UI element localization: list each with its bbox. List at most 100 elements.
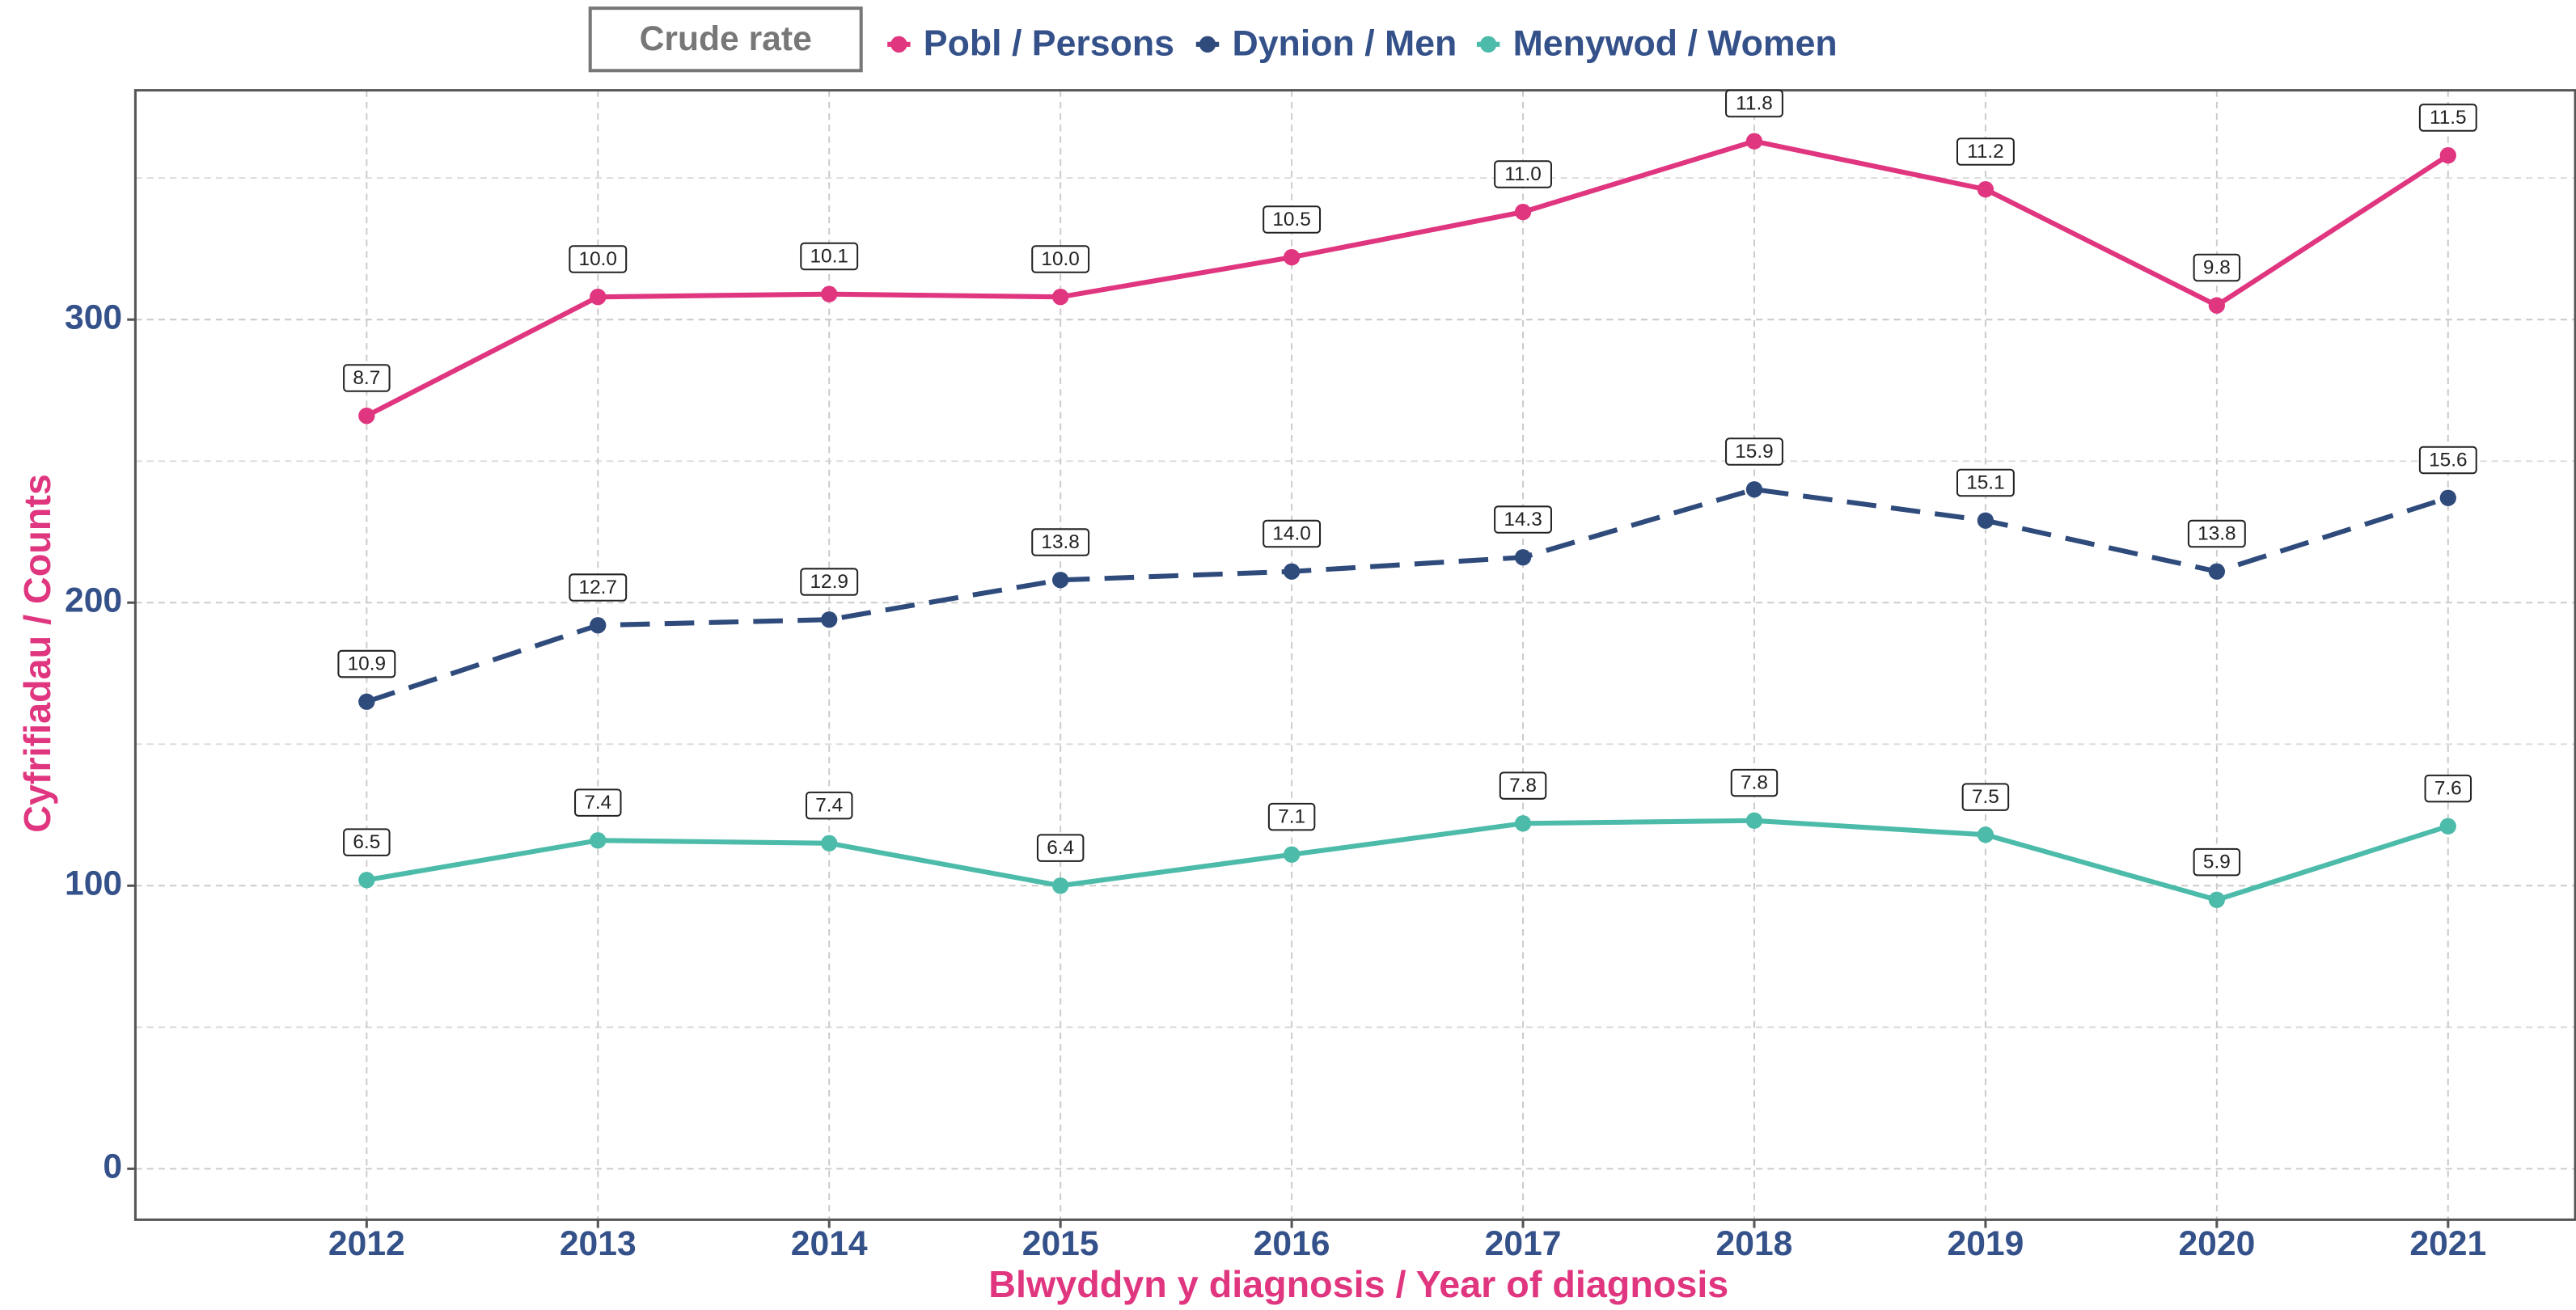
data-label-box <box>343 828 391 856</box>
data-label: 10.9 <box>348 653 386 675</box>
data-label: 10.1 <box>810 245 848 267</box>
data-label: 13.8 <box>2197 522 2235 544</box>
legend-label: Pobl / Persons <box>924 24 1174 64</box>
data-label: 7.8 <box>1509 775 1537 797</box>
legend-label: Menywod / Women <box>1513 24 1838 64</box>
x-tick-label: 2015 <box>1022 1224 1099 1263</box>
x-tick-label: 2014 <box>791 1224 868 1263</box>
x-tick-label: 2020 <box>2178 1224 2255 1263</box>
x-axis-title: Blwyddyn y diagnosis / Year of diagnosis <box>988 1263 1728 1305</box>
data-label-box <box>805 791 853 820</box>
data-label-box <box>1494 160 1552 188</box>
data-label: 7.8 <box>1741 772 1768 794</box>
legend-marker <box>1199 36 1216 53</box>
data-label-box <box>1499 771 1547 800</box>
point <box>821 285 838 302</box>
plot-border <box>133 89 2576 1221</box>
point <box>358 693 375 710</box>
legend-marker <box>890 36 907 53</box>
y-tick-label: 200 <box>65 581 122 620</box>
data-label-box <box>1036 834 1085 862</box>
point <box>1745 812 1763 829</box>
data-label: 8.7 <box>353 367 380 389</box>
x-tick-label: 2018 <box>1716 1224 1793 1263</box>
point <box>590 832 607 849</box>
point <box>1052 289 1069 306</box>
point <box>358 872 375 889</box>
data-label: 12.7 <box>579 577 617 598</box>
point <box>2439 818 2456 835</box>
data-label: 14.0 <box>1272 522 1310 544</box>
data-label-box <box>1494 505 1552 534</box>
data-label-box <box>2418 104 2477 132</box>
point <box>2208 891 2226 908</box>
series-line <box>366 818 2449 902</box>
data-label-box <box>1031 528 1090 556</box>
data-label-box <box>2193 847 2241 877</box>
x-tick-label: 2012 <box>328 1224 405 1263</box>
data-label-box <box>1263 205 1322 234</box>
point <box>2208 297 2226 314</box>
data-label: 15.9 <box>1735 441 1773 463</box>
data-label-box <box>2193 253 2241 282</box>
data-label: 5.9 <box>2203 852 2231 873</box>
point <box>590 289 607 306</box>
point <box>2208 563 2226 580</box>
data-label: 10.0 <box>579 248 617 270</box>
data-label: 15.1 <box>1966 471 2004 493</box>
data-label: 11.5 <box>2430 107 2467 129</box>
point <box>1283 249 1301 266</box>
data-label-box <box>2424 774 2472 803</box>
data-label: 7.1 <box>1278 806 1305 828</box>
data-label-box <box>1961 783 2010 811</box>
point <box>1052 572 1069 589</box>
point <box>1514 204 1532 221</box>
data-label: 11.2 <box>1967 141 2004 163</box>
data-label: 6.4 <box>1047 837 1074 859</box>
data-label: 15.6 <box>2429 449 2467 471</box>
y-tick-label: 0 <box>103 1147 122 1186</box>
data-label: 7.4 <box>815 795 843 817</box>
point <box>1052 877 1069 894</box>
y-tick-label: 100 <box>65 864 122 903</box>
legend-title: Crude rate <box>640 19 812 58</box>
data-label: 14.3 <box>1504 509 1542 530</box>
point <box>1283 563 1301 580</box>
data-label-box <box>1267 802 1316 831</box>
data-label: 9.8 <box>2203 256 2231 278</box>
data-label: 7.4 <box>584 792 611 813</box>
data-label-box <box>800 568 859 596</box>
point <box>821 611 838 628</box>
y-axis-title: Cyfrifiadau / Counts <box>16 474 58 833</box>
data-label-box <box>1725 437 1783 466</box>
data-label-box <box>1031 245 1090 273</box>
data-label: 6.5 <box>353 831 380 853</box>
data-label: 7.5 <box>1972 786 1999 808</box>
point <box>1745 133 1763 150</box>
y-tick-label: 300 <box>65 298 122 336</box>
data-label-box <box>800 242 859 271</box>
data-label-box <box>337 649 396 678</box>
data-label-box <box>1725 89 1783 118</box>
point <box>1977 181 1994 198</box>
series-line <box>366 487 2449 704</box>
point <box>821 835 838 852</box>
data-label-box <box>343 364 391 392</box>
series-line <box>365 138 2450 418</box>
point <box>590 617 607 634</box>
point <box>1977 512 1994 529</box>
data-label: 10.5 <box>1272 209 1310 230</box>
data-label: 11.8 <box>1736 92 1773 114</box>
point <box>358 408 375 425</box>
data-label-box <box>1956 468 2015 497</box>
data-label-box <box>569 245 628 273</box>
point <box>1977 826 1994 843</box>
x-tick-label: 2019 <box>1948 1224 2024 1263</box>
data-label-box <box>2418 446 2477 475</box>
data-label: 11.0 <box>1504 163 1542 185</box>
data-label-box <box>1730 768 1779 797</box>
data-label: 10.0 <box>1041 248 1079 270</box>
data-label-box <box>569 573 628 602</box>
legend-marker <box>1480 36 1497 53</box>
